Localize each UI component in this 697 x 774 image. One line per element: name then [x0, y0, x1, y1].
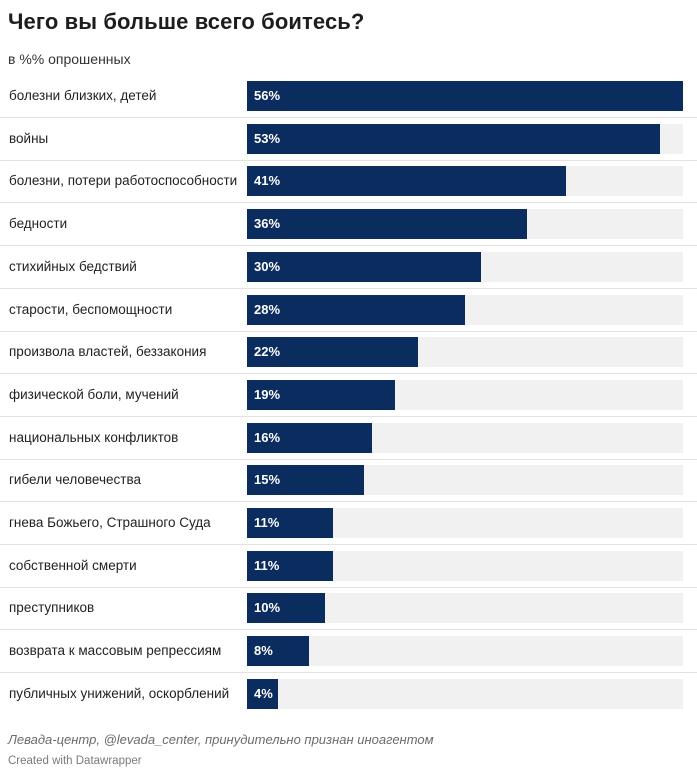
category-label: возврата к массовым репрессиям	[9, 643, 222, 659]
chart-subtitle: в %% опрошенных	[8, 51, 131, 67]
row-divider	[0, 415, 697, 417]
bar: 53%	[247, 123, 660, 154]
bar-track: 36%	[247, 209, 683, 240]
row-divider	[0, 672, 697, 674]
row-divider	[0, 373, 697, 375]
bar-value-label: 53%	[254, 130, 281, 146]
chart-title: Чего вы больше всего боитесь?	[8, 9, 365, 34]
bar-value-label: 11%	[254, 557, 280, 573]
bar-value-label: 30%	[254, 258, 281, 274]
bar: 8%	[247, 636, 310, 667]
bar: 10%	[247, 593, 325, 624]
bar-value-label: 16%	[254, 429, 281, 445]
bar-value-label: 10%	[254, 600, 281, 616]
bar-track: 22%	[247, 337, 683, 368]
category-label: гнева Божьего, Страшного Суда	[9, 515, 211, 530]
row-divider	[0, 159, 697, 161]
credit-link[interactable]: Created with Datawrapper	[8, 755, 142, 767]
bar-value-label: 8%	[254, 643, 273, 659]
bar: 19%	[247, 379, 395, 410]
row-divider	[0, 629, 697, 631]
row-divider	[0, 202, 697, 204]
category-label: старости, беспомощности	[9, 301, 173, 317]
category-label: стихийных бедствий	[9, 258, 137, 274]
row-divider	[0, 117, 697, 118]
bar-chart: болезни близких, детей 56% войны 53% болезни…	[0, 75, 697, 715]
row-divider	[0, 330, 697, 332]
bar: 28%	[247, 294, 465, 325]
bar: 11%	[247, 550, 333, 581]
bar-track: 16%	[247, 422, 683, 453]
bar-track: 11%	[247, 550, 683, 581]
category-label: собственной смерти	[9, 557, 137, 573]
bar: 36%	[247, 209, 528, 240]
bar-value-label: 19%	[254, 386, 281, 402]
bar-track: 4%	[247, 678, 683, 709]
bar-track: 8%	[247, 636, 683, 667]
row-divider	[0, 586, 697, 588]
category-label: национальных конфликтов	[9, 429, 179, 445]
bar-value-label: 11%	[254, 515, 280, 530]
row-divider	[0, 245, 697, 247]
row-divider	[0, 501, 697, 503]
category-label: болезни, потери работоспособности	[9, 173, 238, 189]
bar-track: 15%	[247, 465, 683, 496]
bar-track: 41%	[247, 166, 683, 197]
bar: 16%	[247, 422, 372, 453]
bar-track: 10%	[247, 593, 683, 624]
bar-value-label: 56%	[254, 88, 281, 103]
bar-value-label: 28%	[254, 301, 281, 317]
row-divider	[0, 458, 697, 460]
category-label: гибели человечества	[9, 472, 141, 488]
category-label: публичных унижений, оскорблений	[9, 685, 230, 701]
bar: 22%	[247, 337, 419, 368]
bar-track: 56%	[247, 81, 683, 111]
bar-value-label: 22%	[254, 344, 281, 360]
category-label: войны	[9, 130, 49, 146]
bar-track: 53%	[247, 123, 683, 154]
bar-value-label: 15%	[254, 472, 281, 488]
category-label: произвола властей, беззакония	[9, 344, 207, 360]
bar: 30%	[247, 251, 481, 282]
row-divider	[0, 544, 697, 545]
bar-value-label: 36%	[254, 216, 281, 232]
bar: 41%	[247, 166, 567, 197]
bar: 4%	[247, 678, 279, 709]
category-label: физической боли, мучений	[9, 386, 179, 402]
bar-track: 11%	[247, 508, 683, 538]
bar-track: 28%	[247, 294, 683, 325]
bar: 11%	[247, 508, 333, 538]
bar: 15%	[247, 465, 364, 496]
bar: 56%	[247, 81, 683, 111]
row-divider	[0, 287, 697, 289]
category-label: бедности	[9, 216, 68, 232]
category-label: болезни близких, детей	[9, 88, 157, 103]
bar-track: 19%	[247, 379, 683, 410]
bar-value-label: 41%	[254, 173, 281, 189]
bar-track: 30%	[247, 251, 683, 282]
bar-value-label: 4%	[254, 685, 273, 701]
source-note: Левада-центр, @levada_center, принудител…	[8, 732, 434, 747]
category-label: преступников	[9, 600, 95, 616]
